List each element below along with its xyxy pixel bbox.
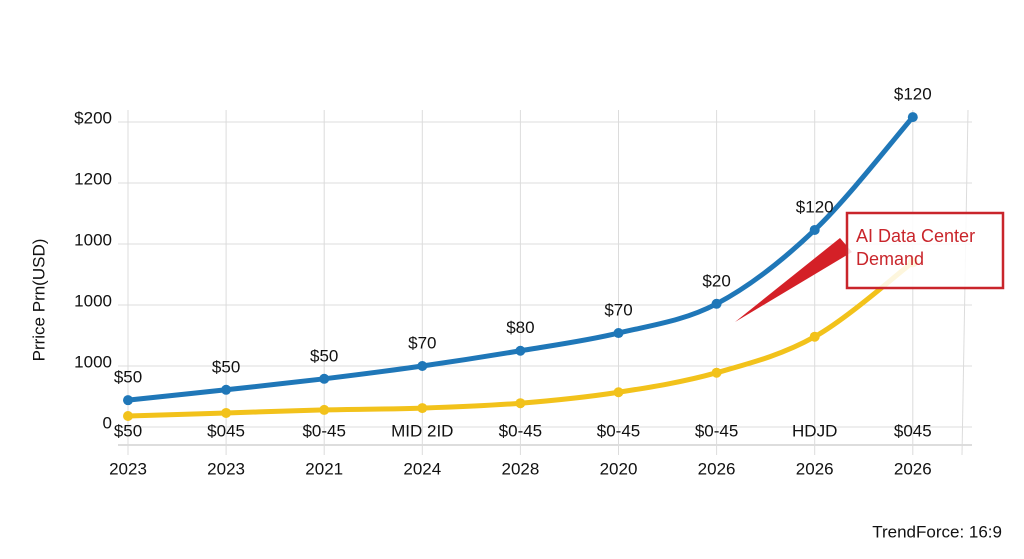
y-tick-label: 1000 [74, 230, 112, 249]
point-annotation: $0-45 [695, 421, 738, 440]
point [319, 373, 330, 384]
y-tick-label: 1000 [74, 352, 112, 371]
point [221, 407, 232, 418]
point [613, 328, 624, 339]
point-annotation: $0-45 [302, 421, 345, 440]
point-annotation: $120 [894, 85, 932, 104]
point-annotation: MID 2ID [391, 421, 453, 440]
point [515, 398, 526, 409]
point-annotation: $0-45 [499, 421, 542, 440]
point [711, 298, 722, 309]
point [515, 345, 526, 356]
point [123, 411, 133, 422]
point [417, 361, 428, 371]
point [123, 395, 133, 406]
series-line [125, 259, 916, 419]
point [221, 384, 232, 395]
point-annotation: $045 [207, 421, 245, 440]
point-annotation: $50 [212, 357, 240, 376]
x-tick-label: 2028 [501, 459, 539, 478]
x-tick-label: 2020 [600, 459, 638, 478]
point-annotation: $20 [702, 271, 730, 290]
x-tick-label: 2026 [894, 459, 932, 478]
y-axis-label: Prrice Prn(USD) [29, 239, 48, 362]
point-annotation: $0-45 [597, 421, 640, 440]
point-annotation: $50 [310, 346, 338, 365]
point [319, 404, 330, 415]
point-annotation: $70 [408, 333, 436, 352]
point [711, 367, 722, 378]
callout-text: AI Data Center [856, 226, 975, 246]
callout-text: Demand [856, 249, 924, 269]
y-tick-label: 1000 [74, 291, 112, 310]
point-annotation: HDJD [792, 421, 837, 440]
x-tick-label: 2023 [109, 459, 147, 478]
point [417, 403, 428, 414]
x-tick-label: 2021 [305, 459, 343, 478]
y-tick-label: $200 [74, 108, 112, 127]
callout-box [845, 211, 1005, 290]
callout-arrow [735, 238, 852, 322]
y-tick-label: 0 [103, 413, 112, 432]
point [809, 331, 820, 342]
point [907, 112, 918, 123]
y-tick-label: 1200 [74, 169, 112, 188]
source: TrendForce: 16:9 [872, 522, 1002, 541]
x-tick-label: 2023 [207, 459, 245, 478]
point [809, 224, 820, 235]
point-annotation: $70 [604, 301, 632, 320]
point-annotation: $50 [114, 421, 142, 440]
point-annotation: $50 [114, 368, 142, 387]
point [613, 387, 624, 398]
x-tick-label: 2026 [796, 459, 834, 478]
x-tick-label: 2026 [698, 459, 736, 478]
x-tick-label: 2024 [403, 459, 441, 478]
point-annotation: $80 [506, 318, 534, 337]
series-line [125, 114, 916, 403]
point-annotation: $120 [796, 197, 834, 216]
point-annotation: $045 [894, 421, 932, 440]
